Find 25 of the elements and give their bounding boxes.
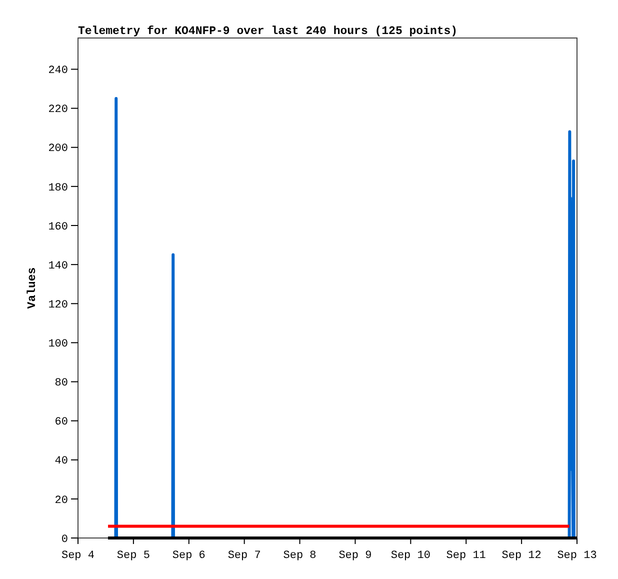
y-tick-label: 180 — [48, 182, 68, 194]
y-tick-label: 80 — [54, 378, 68, 390]
y-tick-label: 20 — [54, 494, 68, 507]
y-tick-label: 240 — [48, 65, 68, 78]
x-tick-label: Sep 6 — [172, 550, 206, 562]
y-tick-label: 120 — [48, 299, 68, 312]
x-tick-label: Sep 11 — [446, 550, 486, 562]
x-tick-label: Sep 12 — [502, 550, 542, 562]
y-tick-label: 60 — [54, 416, 68, 429]
x-tick-label: Sep 13 — [557, 550, 597, 562]
y-tick-label: 100 — [48, 338, 68, 351]
y-tick-label: 0 — [61, 534, 68, 546]
y-tick-label: 140 — [48, 260, 68, 272]
y-tick-label: 200 — [48, 143, 68, 156]
x-tick-label: Sep 9 — [338, 550, 372, 562]
x-tick-label: Sep 10 — [390, 550, 430, 562]
y-tick-label: 40 — [54, 456, 68, 468]
y-axis-title: Values — [26, 267, 39, 309]
x-tick-label: Sep 7 — [228, 550, 261, 562]
x-tick-label: Sep 5 — [116, 550, 150, 562]
x-tick-label: Sep 4 — [61, 550, 95, 562]
y-tick-label: 160 — [48, 221, 68, 234]
x-tick-label: Sep 8 — [283, 550, 316, 562]
chart-title: Telemetry for KO4NFP-9 over last 240 hours (125 points) — [78, 25, 458, 38]
y-tick-label: 220 — [48, 104, 68, 116]
